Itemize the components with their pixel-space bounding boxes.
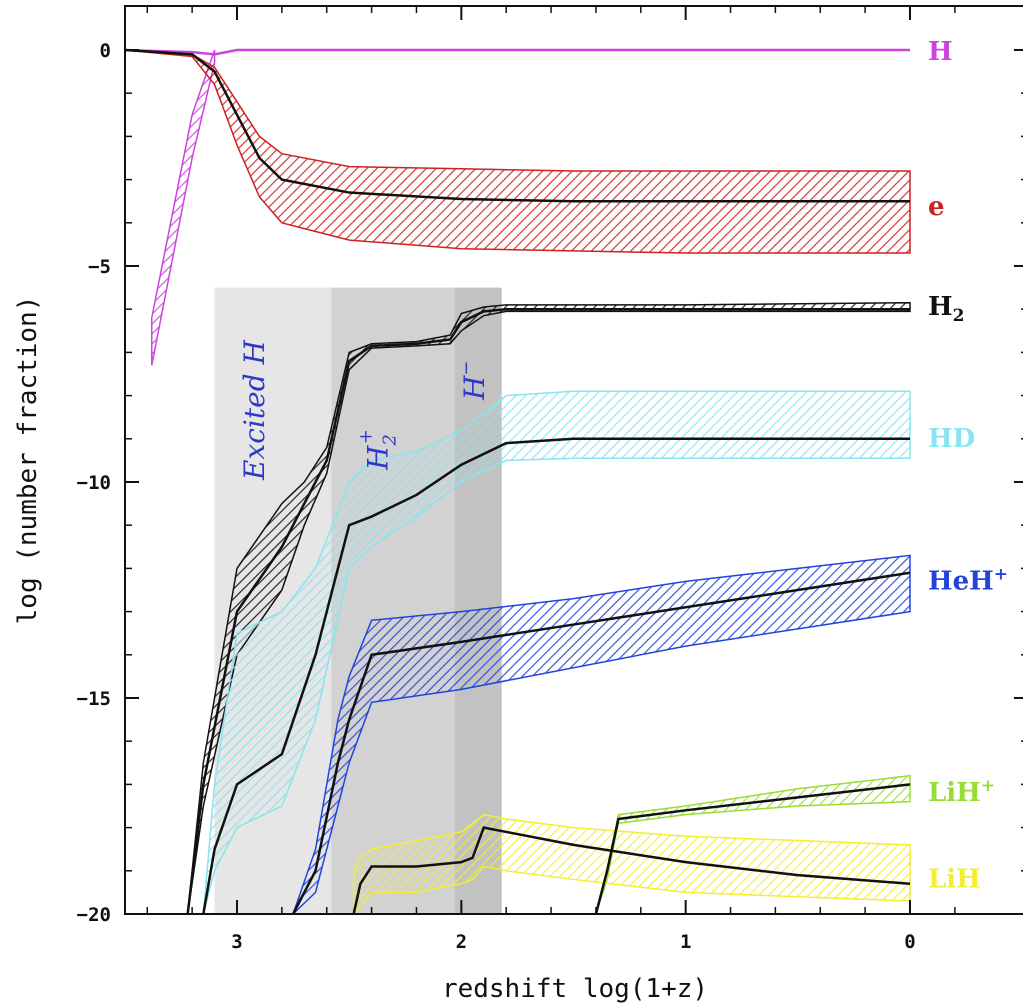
label-h2: H2 bbox=[928, 292, 964, 326]
label-h: H bbox=[928, 37, 953, 67]
band-hd bbox=[202, 390, 911, 915]
band-h2 bbox=[186, 301, 911, 915]
y-tick-label: −5 bbox=[88, 256, 111, 278]
x-tick-label: 1 bbox=[680, 931, 691, 953]
region-label-excited-h: Excited H bbox=[238, 339, 271, 481]
y-tick-label: −20 bbox=[77, 904, 111, 926]
band-h bbox=[151, 49, 216, 366]
label-hd: HD bbox=[928, 424, 975, 454]
y-axis-label: log (number fraction) bbox=[13, 296, 43, 625]
label-lih: LiH bbox=[928, 864, 981, 894]
y-tick-label: 0 bbox=[100, 40, 111, 62]
species-labels: He H2 HD HeH+ LiH+ LiH bbox=[928, 37, 1008, 894]
band-e bbox=[124, 49, 911, 254]
region-labels: Excited H H2+ H− bbox=[238, 339, 491, 481]
plot-frame bbox=[124, 5, 1023, 915]
region-label-h-minus: H− bbox=[456, 360, 491, 401]
region-label-h2-plus: H2+ bbox=[355, 429, 400, 471]
line-lih bbox=[352, 826, 911, 915]
line-heh- bbox=[291, 571, 911, 915]
label-lih-plus: LiH+ bbox=[928, 776, 995, 808]
x-tick-label: 2 bbox=[456, 931, 467, 953]
shaded-region-1 bbox=[331, 287, 455, 915]
line-h2 bbox=[186, 307, 910, 915]
x-axis-label: redshift log(1+z) bbox=[442, 974, 708, 1004]
label-heh-plus: HeH+ bbox=[928, 564, 1008, 596]
line-hd bbox=[202, 437, 910, 915]
line-lih- bbox=[594, 783, 911, 915]
species-lines bbox=[124, 48, 911, 915]
y-tick-label: −10 bbox=[77, 472, 111, 494]
x-tick-label: 3 bbox=[231, 931, 242, 953]
shaded-region-2 bbox=[454, 287, 502, 915]
label-e: e bbox=[928, 192, 945, 222]
x-tick-label: 0 bbox=[904, 931, 915, 953]
y-tick-label: −15 bbox=[77, 688, 111, 710]
line-h bbox=[124, 48, 910, 56]
line-e bbox=[124, 48, 910, 203]
axis-ticks: 3 2 1 0 0 −5 −10 −15 −20 bbox=[77, 6, 1023, 953]
